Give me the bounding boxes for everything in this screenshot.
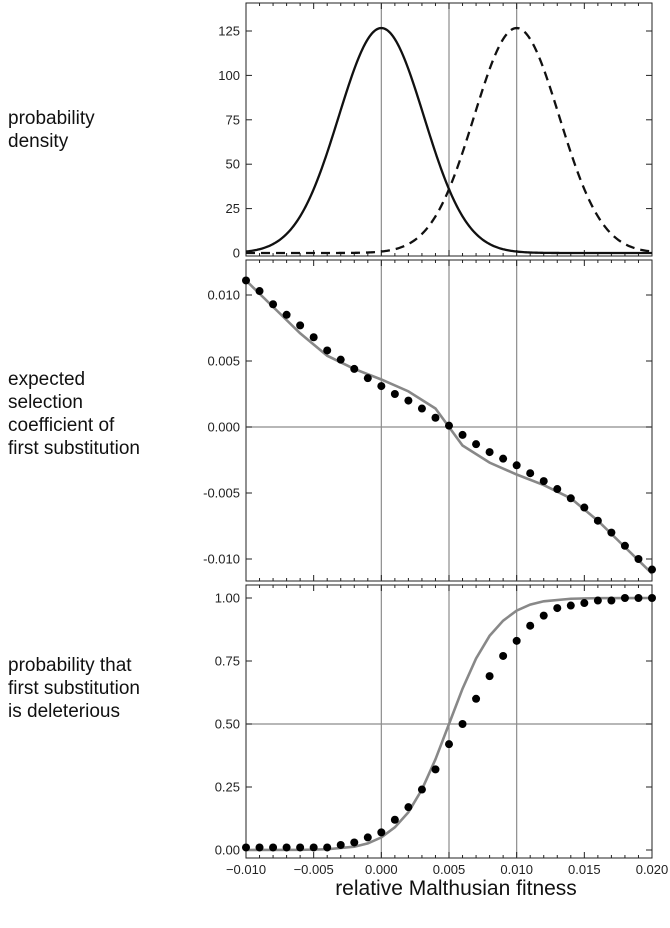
data-point xyxy=(282,843,291,852)
data-point xyxy=(485,448,494,457)
data-point xyxy=(580,503,589,512)
data-point xyxy=(431,413,440,422)
panel-1-row-label: probability density xyxy=(8,108,95,152)
data-point xyxy=(404,396,413,405)
data-point xyxy=(417,785,426,794)
y-tick-label: 1.00 xyxy=(215,591,240,606)
data-point xyxy=(417,404,426,413)
data-point xyxy=(458,430,467,439)
data-point xyxy=(539,477,548,486)
panel-3: 0.00 0.25 0.50 0.75 1.00 −0.010 −0.005 0.000 0.0… xyxy=(215,584,669,877)
data-point xyxy=(431,765,440,774)
y-tick-label: 125 xyxy=(218,24,240,39)
data-point xyxy=(242,276,250,285)
data-point xyxy=(309,843,318,852)
data-point xyxy=(566,494,575,503)
data-point xyxy=(620,594,629,602)
data-point xyxy=(390,390,399,398)
data-point xyxy=(323,843,332,852)
panel-2: -0.010 -0.005 0.000 0.005 0.010 xyxy=(203,259,656,582)
data-point xyxy=(336,840,345,849)
data-point xyxy=(553,485,562,494)
data-point xyxy=(363,374,372,383)
data-point xyxy=(323,346,332,355)
data-point xyxy=(593,596,602,605)
data-point xyxy=(269,300,278,309)
data-point xyxy=(255,843,264,852)
y-tick-label: 0.25 xyxy=(215,780,240,795)
y-tick-label: 25 xyxy=(226,201,240,216)
data-point xyxy=(255,287,264,296)
data-point xyxy=(648,565,656,574)
data-point xyxy=(526,469,535,478)
data-point xyxy=(648,594,656,602)
x-tick-label: 0.000 xyxy=(365,862,398,877)
data-point xyxy=(593,516,602,525)
data-point xyxy=(634,594,643,602)
data-point xyxy=(553,604,562,613)
x-tick-label: 0.010 xyxy=(500,862,533,877)
data-point xyxy=(620,541,629,550)
data-point xyxy=(580,599,589,608)
y-tick-label: 50 xyxy=(226,157,240,172)
data-point xyxy=(350,838,359,847)
data-point xyxy=(485,672,494,681)
y-tick-label: 0.75 xyxy=(215,654,240,669)
data-point xyxy=(309,333,318,342)
y-tick-label: -0.010 xyxy=(203,552,240,567)
x-axis-title: relative Malthusian fitness xyxy=(335,877,577,900)
x-tick-label: 0.015 xyxy=(568,862,601,877)
data-point xyxy=(296,321,305,330)
panel-2-row-label: expected selection coefficient of first … xyxy=(8,369,140,459)
fit-curve xyxy=(245,596,653,852)
data-point xyxy=(499,651,508,660)
y-tick-label: 0.005 xyxy=(207,354,240,369)
data-point xyxy=(282,310,291,319)
y-tick-label: 75 xyxy=(226,112,240,127)
data-point xyxy=(458,720,467,728)
data-point xyxy=(390,815,399,824)
data-point xyxy=(350,364,359,373)
data-point xyxy=(472,440,481,449)
data-point xyxy=(634,555,643,563)
y-tick-label: 0.000 xyxy=(207,420,240,435)
y-tick-label: 100 xyxy=(218,68,240,83)
panel-3-row-label: probability that first substitution is d… xyxy=(8,655,140,722)
data-point xyxy=(404,803,413,812)
data-point xyxy=(539,611,548,620)
x-tick-label: −0.005 xyxy=(294,862,334,877)
y-tick-label: 0.50 xyxy=(215,717,240,732)
data-point xyxy=(512,636,521,645)
x-tick-label: 0.020 xyxy=(636,862,669,877)
data-point xyxy=(607,596,616,605)
data-point xyxy=(566,601,575,610)
data-point xyxy=(377,828,386,837)
data-point xyxy=(296,843,305,852)
data-point xyxy=(499,454,508,463)
y-tick-label: 0.010 xyxy=(207,288,240,303)
panel-1: 0 25 50 75 100 125 xyxy=(218,2,653,261)
data-point xyxy=(445,740,453,749)
y-tick-label: 0 xyxy=(233,246,240,261)
data-point xyxy=(242,843,250,852)
data-point xyxy=(607,528,616,537)
data-point xyxy=(336,355,345,364)
density-curve-dashed xyxy=(246,26,653,255)
data-point xyxy=(512,461,521,470)
y-tick-label: -0.005 xyxy=(203,486,240,501)
data-point xyxy=(377,382,386,391)
x-tick-label: −0.010 xyxy=(226,862,266,877)
data-point xyxy=(445,421,453,430)
x-tick-label: 0.005 xyxy=(433,862,466,877)
y-tick-label: 0.00 xyxy=(215,843,240,858)
data-point xyxy=(363,833,372,842)
data-point xyxy=(526,621,535,630)
data-point xyxy=(269,843,278,852)
data-point xyxy=(472,694,481,703)
